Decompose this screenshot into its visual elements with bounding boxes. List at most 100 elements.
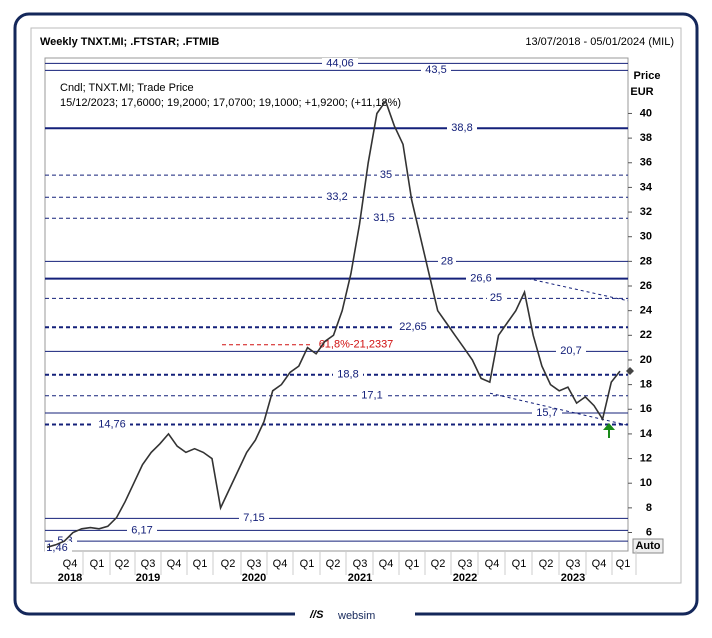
x-tick-label: Q2 [115,558,130,570]
y-tick-label: 34 [640,181,653,193]
x-tick-label: Q1 [616,558,631,570]
y-tick-label: 40 [640,107,652,119]
level-label: 20,7 [560,345,581,357]
trendline [527,278,628,302]
x-tick-label: Q2 [539,558,554,570]
level-label-bg [322,191,352,204]
level-label: 14,76 [98,418,126,430]
auto-button[interactable] [632,538,664,554]
y-tick-label: 18 [640,379,652,391]
y-tick-label: 30 [640,231,652,243]
y-tick-label: 8 [646,502,652,514]
y-tick-label: 20 [640,354,652,366]
level-label-bg [45,542,72,553]
level-label: 43,5 [425,64,446,76]
level-label-bg [532,406,562,419]
level-label-bg [127,524,157,537]
y-axis-label: Price [634,70,661,82]
date-range: 13/07/2018 - 05/01/2024 (MIL) [525,36,674,48]
price-line [46,99,621,549]
y-tick-label: 36 [640,157,652,169]
chart-frame [30,27,682,584]
year-label: 2022 [453,572,477,584]
y-tick-label: 32 [640,206,652,218]
x-tick-label: Q3 [247,558,262,570]
x-tick-label: Q4 [379,558,394,570]
y-tick-label: 26 [640,280,652,292]
last-marker [626,367,634,376]
x-tick-label: Q3 [566,558,581,570]
level-label-bg [556,345,586,358]
level-label-bg [357,389,387,402]
auto-label[interactable]: Auto [635,540,660,552]
x-tick-label: Q3 [458,558,473,570]
plot-inner: 44,06 43,5 38,8 35 33,2 31,5 28 26,6 25 22,65 20,7… [45,57,628,554]
chart-title: Weekly TNXT.MI; .FTSTAR; .FTMIB [40,36,219,48]
level-label: 17,1 [361,390,382,402]
x-tick-label: Q4 [273,558,288,570]
level-label-bg [438,255,456,268]
x-tick-label: Q3 [353,558,368,570]
x-tick-label: Q1 [193,558,208,570]
logo-text: websim [337,610,375,622]
x-tick-label: Q4 [485,558,500,570]
x-tick-label: Q2 [326,558,341,570]
level-label: 7,15 [243,512,264,524]
level-label: 1,46 [46,542,67,554]
info-line: 15/12/2023; 17,6000; 19,2000; 17,0700; 1… [60,97,401,109]
x-tick-label: Q4 [167,558,182,570]
y-tick-label: 10 [640,477,652,489]
level-label-bg [322,58,358,70]
level-label-bg [239,512,269,525]
level-label-bg [487,292,505,305]
level-label-bg [447,122,477,135]
level-label-bg [94,418,130,431]
x-tick-label: Q4 [592,558,607,570]
level-label: 38,8 [451,122,472,134]
x-tick-label: Q1 [405,558,420,570]
y-tick-label: 16 [640,403,652,415]
level-label: 22,65 [399,321,427,333]
level-label: 6,17 [131,524,152,536]
logo-mark: //S [309,609,324,621]
y-tick-label: 6 [646,526,652,538]
level-label: 25 [490,292,502,304]
y-axis-unit: EUR [630,86,653,98]
plot: 44,06 43,5 38,8 35 33,2 31,5 28 26,6 25 22,65 20,7… [45,57,653,584]
level-label: 28 [441,255,453,267]
x-tick-label: Q1 [90,558,105,570]
y-tick-label: 24 [640,305,653,317]
year-label: 2021 [348,572,372,584]
fib-label: 61,8%-21,2337 [319,339,394,351]
year-label: 2023 [561,572,585,584]
y-tick-label: 28 [640,255,652,267]
x-tick-label: Q3 [141,558,156,570]
year-label: 2020 [242,572,266,584]
level-label-bg [333,368,363,381]
y-tick-label: 12 [640,452,652,464]
level-label: 35 [380,169,392,181]
level-label: 33,2 [326,191,347,203]
level-label-bg [466,272,496,285]
signal-arrow [603,423,615,438]
logo-bg [295,604,415,626]
level-label: 31,5 [373,212,394,224]
level-label-bg [421,64,451,77]
level-label-bg [395,321,431,334]
level-label: 26,6 [470,273,491,285]
y-tick-label: 14 [640,428,653,440]
x-tick-label: Q2 [431,558,446,570]
level-label-bg [369,212,399,225]
level-label: 18,8 [337,369,358,381]
x-tick-label: Q1 [512,558,527,570]
level-label: 44,06 [326,57,354,69]
y-tick-label: 38 [640,132,652,144]
year-label: 2018 [58,572,82,584]
y-tick-label: 22 [640,329,652,341]
level-label: 15,7 [536,407,557,419]
x-tick-label: Q2 [221,558,236,570]
level-label-bg [377,169,395,182]
x-tick-label: Q4 [63,558,78,570]
